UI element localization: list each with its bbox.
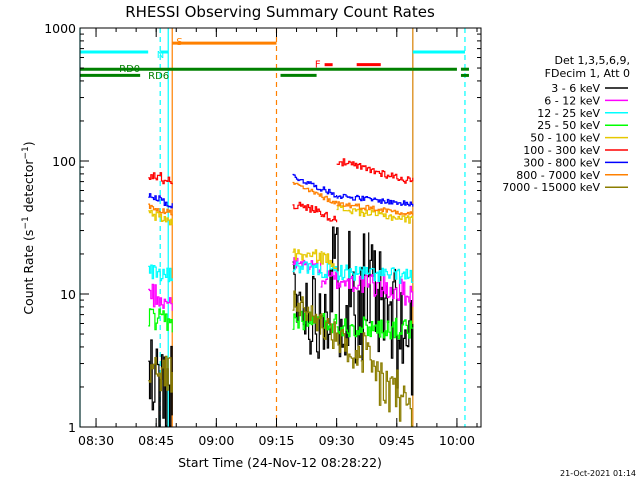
series-line [320, 211, 338, 223]
legend-entry-label: 50 - 100 keV [530, 132, 600, 145]
y-axis-label: Count Rate (s−1 detector−1) [21, 141, 36, 314]
state-bar-label: N [157, 50, 164, 61]
series-line [320, 251, 338, 270]
series-line [320, 263, 414, 284]
legend-header-line: FDecim 1, Att 0 [545, 67, 630, 80]
series-line [148, 283, 173, 311]
y-axis-label-part: Count Rate (s [21, 230, 36, 315]
series-line [148, 193, 173, 209]
state-bar-label: S [176, 37, 182, 48]
series-line [292, 173, 338, 198]
series-line [148, 355, 173, 393]
plot-area: S N RD0 RD6 F [79, 28, 469, 427]
y-axis-label-part: detector [21, 159, 36, 217]
legend-entry-label: 800 - 7000 keV [516, 169, 600, 182]
series-line [320, 270, 366, 293]
y-tick-label: 1 [68, 420, 76, 435]
y-axis-label-part: ) [21, 141, 36, 146]
x-tick-label: 09:30 [319, 433, 355, 448]
legend-entry-label: 6 - 12 keV [544, 94, 600, 107]
series-line [148, 203, 173, 216]
legend: Det 1,3,5,6,9, FDecim 1, Att 0 3 - 6 keV… [502, 54, 630, 194]
y-axis-label-exponent: −1 [21, 146, 31, 159]
series-line [360, 332, 413, 427]
y-tick-label: 1000 [44, 21, 76, 36]
legend-header-line: Det 1,3,5,6,9, [554, 54, 630, 67]
series-line [336, 193, 414, 207]
x-tick-label: 09:45 [379, 433, 415, 448]
legend-entry-label: 25 - 50 keV [537, 119, 600, 132]
series-line [148, 264, 173, 283]
series-line [364, 270, 414, 307]
footer-timestamp: 21-Oct-2021 01:14 [560, 469, 636, 478]
x-tick-label: 08:45 [138, 433, 174, 448]
series-line [292, 248, 322, 263]
y-tick-label: 100 [52, 154, 76, 169]
x-axis-label: Start Time (24-Nov-12 08:28:22) [178, 455, 382, 470]
series-line [320, 313, 362, 369]
series-line [148, 172, 173, 185]
x-tick-label: 08:30 [78, 433, 114, 448]
x-tick-label: 10:00 [439, 433, 475, 448]
state-bar-label: F [315, 60, 321, 71]
legend-entry-label: 300 - 800 keV [523, 156, 600, 169]
legend-entry-label: 12 - 25 keV [537, 107, 600, 120]
series-line [336, 201, 414, 216]
series-line [336, 316, 414, 340]
axes: 1 10 100 1000 08:30 08:45 09:00 09:15 09:30 09:45… [44, 21, 481, 448]
series-line [292, 201, 322, 216]
chart-title: RHESSI Observing Summary Count Rates [125, 3, 435, 21]
legend-entry-label: 7000 - 15000 keV [502, 181, 600, 194]
state-bar-label: RD6 [148, 71, 169, 82]
legend-entry-label: 100 - 300 keV [523, 144, 600, 157]
series-line [148, 209, 173, 226]
legend-entry-label: 3 - 6 keV [551, 82, 600, 95]
x-tick-label: 09:15 [258, 433, 294, 448]
series-line [292, 181, 338, 205]
series-line [292, 261, 322, 276]
plot-frame [79, 27, 482, 428]
state-bar-label: RD0 [119, 64, 140, 75]
series-line [292, 290, 322, 335]
y-axis-label-exponent: −1 [21, 216, 31, 229]
series-line [336, 158, 414, 184]
x-tick-label: 09:00 [198, 433, 234, 448]
series-line [148, 308, 173, 333]
y-tick-label: 10 [60, 287, 76, 302]
